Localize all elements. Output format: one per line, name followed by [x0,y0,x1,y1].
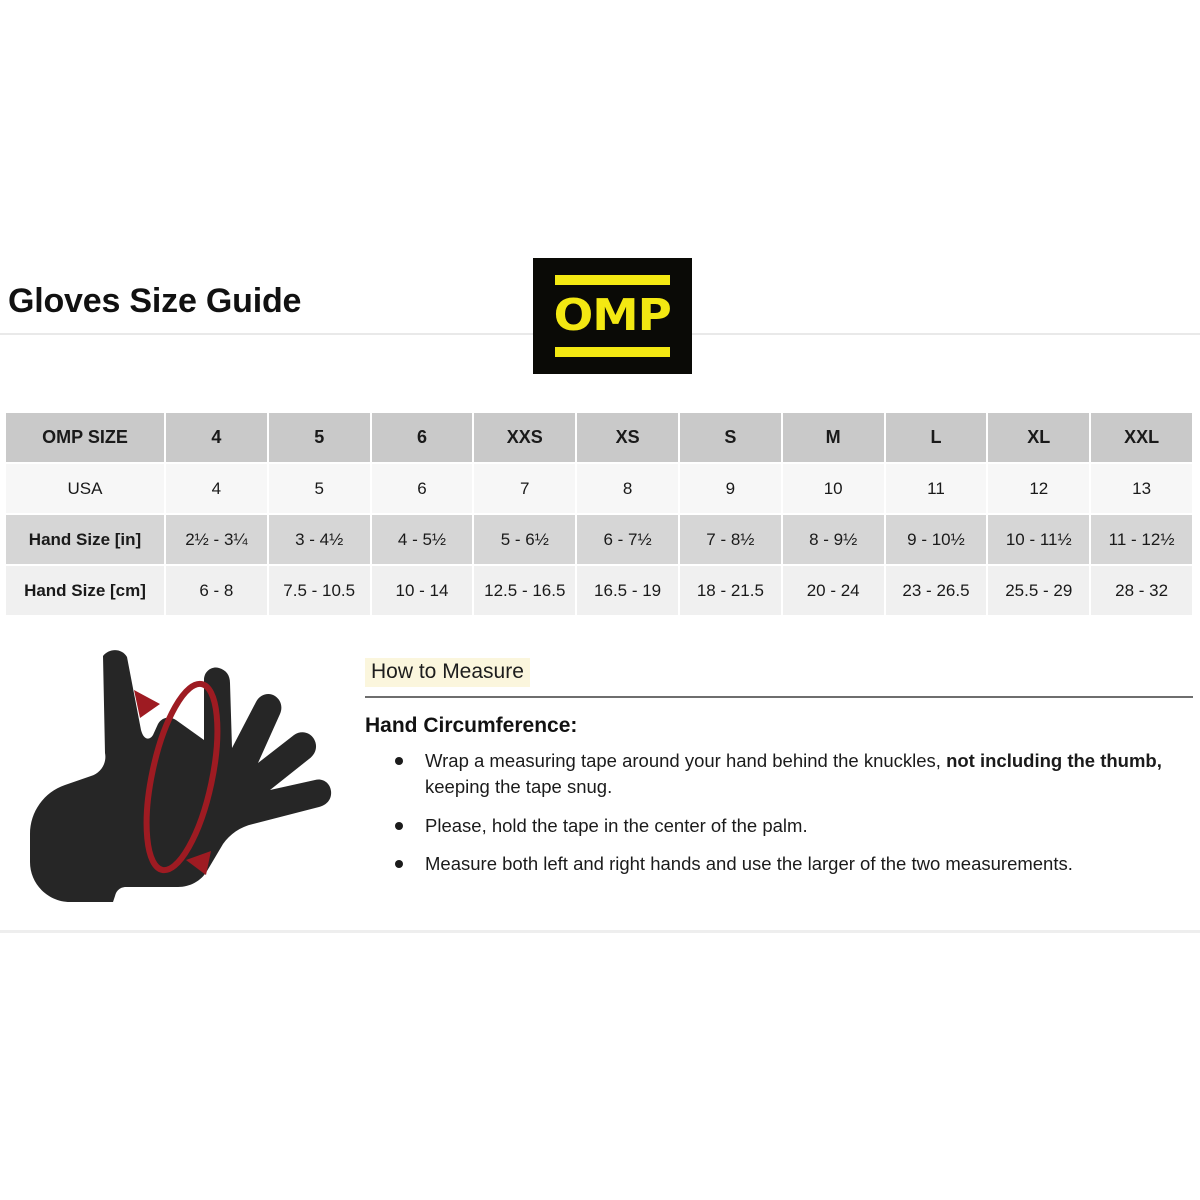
cell-usa: 5 [268,464,370,513]
cell-usa: 6 [371,464,473,513]
cell-usa: 13 [1091,464,1192,513]
bottom-divider [0,930,1200,933]
size-chart-table: OMP SIZE 4 5 6 XXS XS S M L XL XXL USA 4… [4,411,1194,617]
cell-hand-in: 8 - 9½ [782,515,884,564]
page-header: Gloves Size Guide OMP [0,258,1200,384]
cell-hand-cm: 16.5 - 19 [577,566,678,615]
cell-size: XXL [1091,413,1192,462]
measure-instructions: How to Measure Hand Circumference: Wrap … [365,658,1193,889]
cell-size: 4 [166,413,267,462]
cell-hand-cm: 18 - 21.5 [679,566,781,615]
list-item: Wrap a measuring tape around your hand b… [365,748,1193,801]
omp-logo: OMP [533,258,692,374]
logo-brand-text: OMP [553,290,672,341]
cell-hand-cm: 25.5 - 29 [988,566,1090,615]
cell-usa: 10 [782,464,884,513]
cell-usa: 8 [577,464,678,513]
cell-hand-cm: 6 - 8 [166,566,267,615]
logo-bar-bottom [555,347,670,357]
logo-wordmark: OMP [553,285,672,347]
cell-hand-in: 6 - 7½ [577,515,678,564]
list-item: Measure both left and right hands and us… [365,851,1193,877]
row-label-usa: USA [6,464,164,513]
logo-bar-top [555,275,670,285]
cell-hand-in: 10 - 11½ [988,515,1090,564]
cell-hand-in: 5 - 6½ [474,515,576,564]
table-row-usa: USA 4 5 6 7 8 9 10 11 12 13 [6,464,1192,513]
table-row-hand-size-in: Hand Size [in] 2½ - 3¼ 3 - 4½ 4 - 5½ 5 -… [6,515,1192,564]
table-row-omp-size: OMP SIZE 4 5 6 XXS XS S M L XL XXL [6,413,1192,462]
row-label-omp-size: OMP SIZE [6,413,164,462]
cell-size: L [885,413,987,462]
cell-hand-cm: 20 - 24 [782,566,884,615]
table-row-hand-size-cm: Hand Size [cm] 6 - 8 7.5 - 10.5 10 - 14 … [6,566,1192,615]
measure-section-title: How to Measure [365,658,530,688]
row-label-hand-size-in: Hand Size [in] [6,515,164,564]
cell-hand-in: 4 - 5½ [371,515,473,564]
bullet-dot-icon [395,859,403,868]
tape-arrow-top [134,690,160,718]
cell-size: 6 [371,413,473,462]
bullet-dot-icon [395,821,403,830]
tape-arrow-bottom [186,851,211,875]
bullet-text: Wrap a measuring tape around your hand b… [425,750,1162,798]
cell-hand-in: 11 - 12½ [1091,515,1192,564]
cell-usa: 7 [474,464,576,513]
cell-hand-cm: 28 - 32 [1091,566,1192,615]
measure-divider [365,696,1193,699]
bullet-dot-icon [395,757,403,766]
hand-illustration [8,644,358,906]
cell-size: XS [577,413,678,462]
cell-hand-cm: 10 - 14 [371,566,473,615]
hand-silhouette [30,650,332,902]
cell-hand-in: 2½ - 3¼ [166,515,267,564]
measure-subtitle: Hand Circumference: [365,714,578,738]
cell-size: 5 [268,413,370,462]
list-item: Please, hold the tape in the center of t… [365,813,1193,839]
cell-hand-cm: 23 - 26.5 [885,566,987,615]
how-to-measure-section: How to Measure Hand Circumference: Wrap … [0,638,1200,938]
cell-hand-in: 3 - 4½ [268,515,370,564]
cell-hand-in: 7 - 8½ [679,515,781,564]
cell-usa: 4 [166,464,267,513]
row-label-hand-size-cm: Hand Size [cm] [6,566,164,615]
cell-usa: 11 [885,464,987,513]
measure-bullet-list: Wrap a measuring tape around your hand b… [365,748,1193,877]
cell-hand-cm: 7.5 - 10.5 [268,566,370,615]
cell-hand-in: 9 - 10½ [885,515,987,564]
cell-size: XXS [474,413,576,462]
cell-hand-cm: 12.5 - 16.5 [474,566,576,615]
cell-size: XL [988,413,1090,462]
bullet-text: Measure both left and right hands and us… [425,852,1073,874]
cell-size: M [782,413,884,462]
page-title: Gloves Size Guide [8,282,302,320]
hand-measuring-icon [30,650,332,902]
cell-size: S [679,413,781,462]
bullet-text: Please, hold the tape in the center of t… [425,814,808,836]
cell-usa: 9 [679,464,781,513]
measuring-tape-loop [134,680,221,875]
cell-usa: 12 [988,464,1090,513]
